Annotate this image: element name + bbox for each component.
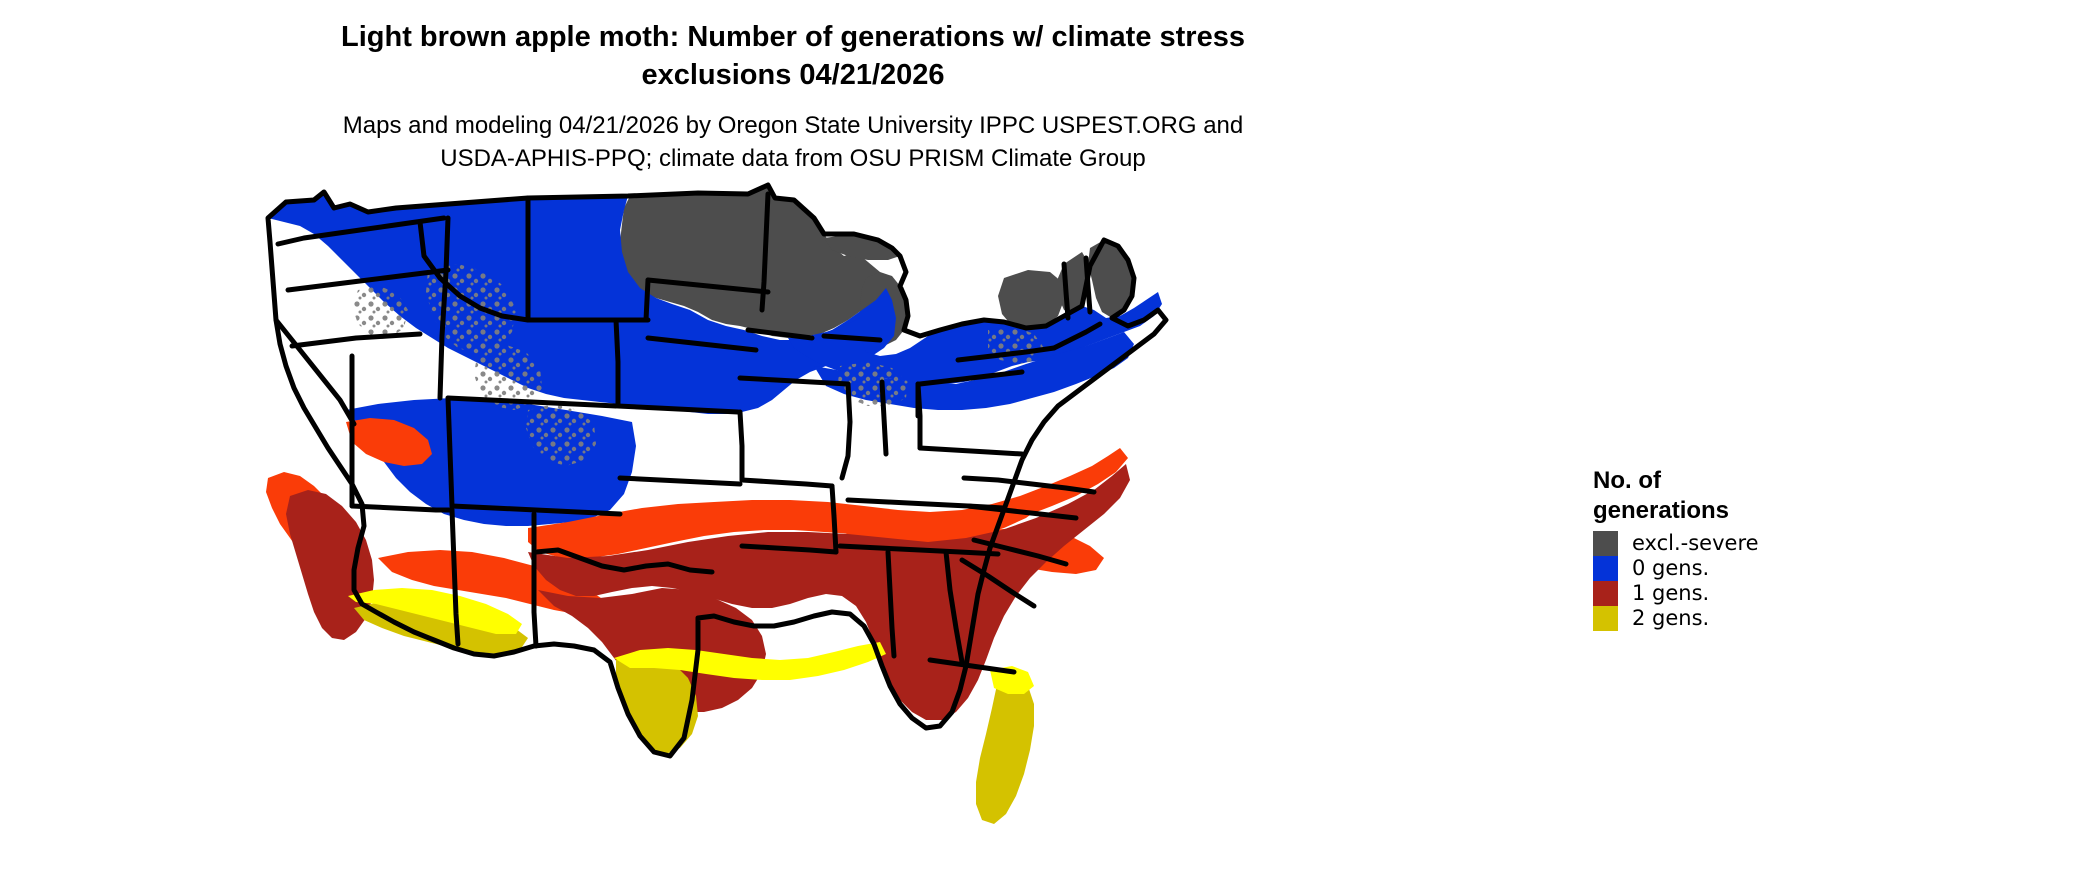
map-legend: No. of generations excl.-severe 0 gens. … bbox=[1593, 466, 1923, 631]
legend-swatch-excl-severe bbox=[1593, 531, 1618, 556]
raster-gray-mottling bbox=[352, 264, 1044, 466]
page-title: Light brown apple moth: Number of genera… bbox=[341, 21, 1245, 92]
legend-label-2-gens: 2 gens. bbox=[1632, 606, 1710, 630]
legend-item-1-gens[interactable]: 1 gens. bbox=[1593, 581, 1923, 606]
legend-swatch-1-gens bbox=[1593, 581, 1618, 606]
title-block: Light brown apple moth: Number of genera… bbox=[0, 18, 1586, 175]
legend-label-0-gens: 0 gens. bbox=[1632, 556, 1710, 580]
legend-item-2-gens[interactable]: 2 gens. bbox=[1593, 606, 1923, 631]
map-raster-layers bbox=[266, 185, 1162, 824]
legend-item-0-gens[interactable]: 0 gens. bbox=[1593, 556, 1923, 581]
legend-title: No. of generations bbox=[1593, 467, 1730, 524]
us-choropleth-map bbox=[228, 160, 1228, 890]
state-boundaries bbox=[265, 182, 1169, 759]
legend-item-excl-severe[interactable]: excl.-severe bbox=[1593, 531, 1923, 556]
legend-rows: excl.-severe 0 gens. 1 gens. 2 gens. bbox=[1593, 531, 1923, 631]
legend-swatch-0-gens bbox=[1593, 556, 1618, 581]
page-subtitle: Maps and modeling 04/21/2026 by Oregon S… bbox=[342, 111, 1244, 172]
legend-label-1-gens: 1 gens. bbox=[1632, 581, 1710, 605]
legend-label-excl-severe: excl.-severe bbox=[1632, 531, 1759, 555]
legend-swatch-2-gens bbox=[1593, 606, 1618, 631]
